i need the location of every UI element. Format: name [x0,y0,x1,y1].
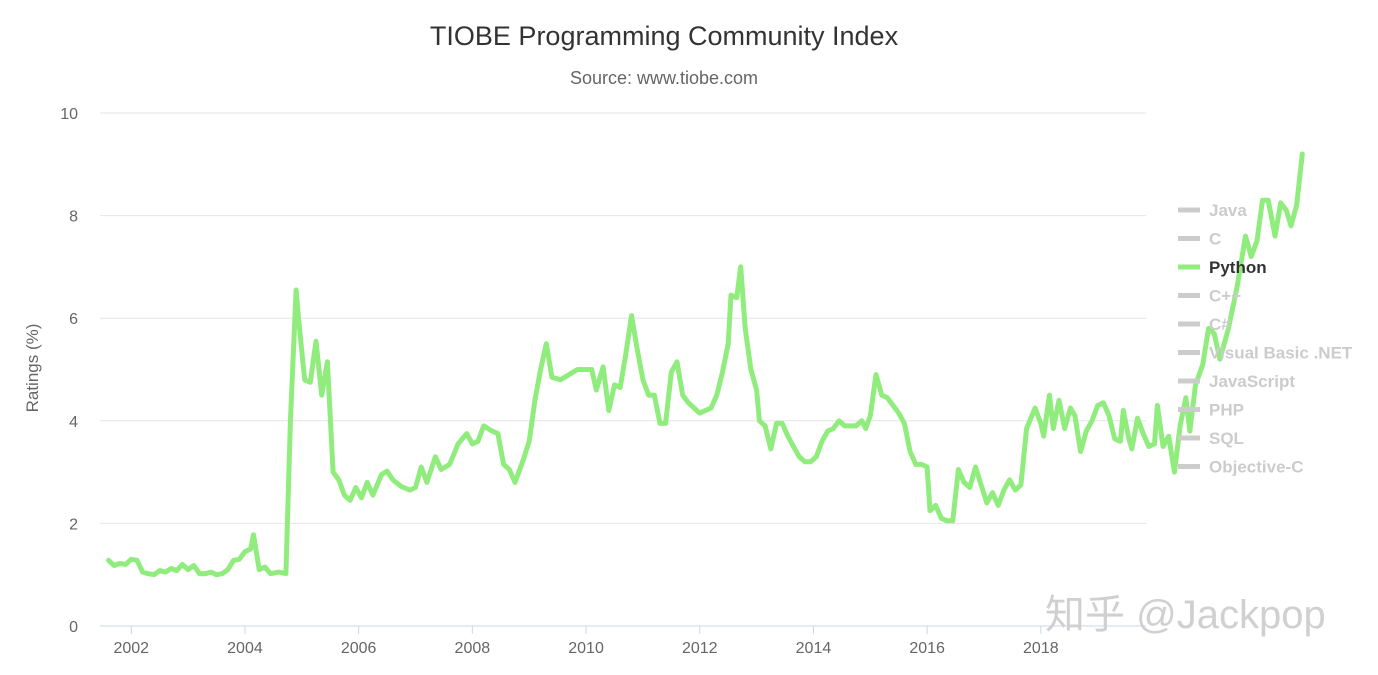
legend-item[interactable]: C++ [1178,287,1241,306]
x-tick-label: 2002 [113,640,149,657]
legend-label: Visual Basic .NET [1209,344,1353,363]
chart-title: TIOBE Programming Community Index [430,21,899,51]
grid-lines [100,112,1146,627]
legend-item[interactable]: C# [1178,315,1231,334]
chart-subtitle: Source: www.tiobe.com [570,68,758,88]
legend-label: SQL [1209,429,1244,448]
x-tick-label: 2012 [682,640,718,657]
legend-label: Java [1209,201,1247,220]
legend-label: PHP [1209,401,1244,420]
x-tick-label: 2014 [796,640,832,657]
x-tick-label: 2018 [1023,640,1059,657]
x-tick-label: 2006 [341,640,377,657]
y-tick-label: 8 [69,209,78,226]
legend: Java C Python C++ C# Visual Basic .NET JavaScr… [1178,201,1353,477]
watermark-text: 知乎 @Jackpop [1045,593,1326,637]
legend-item[interactable]: SQL [1178,429,1244,448]
legend-label: C [1209,230,1221,249]
legend-label: JavaScript [1209,372,1295,391]
x-tick-label: 2016 [909,640,945,657]
legend-label: Objective-C [1209,458,1303,477]
y-axis-ticks: 0 2 4 6 8 10 [60,106,78,636]
y-tick-label: 10 [60,106,78,123]
x-axis-ticks: 2002 2004 2006 2008 2010 2012 2014 2016 2018 [113,626,1059,657]
legend-label: C# [1209,315,1231,334]
x-tick-label: 2010 [568,640,604,657]
legend-item[interactable]: Java [1178,201,1247,220]
legend-label: Python [1209,258,1267,277]
y-axis-label: Ratings (%) [23,324,42,413]
x-tick-label: 2008 [455,640,491,657]
legend-item[interactable]: JavaScript [1178,372,1295,391]
legend-item[interactable]: PHP [1178,401,1244,420]
x-tick-label: 2004 [227,640,263,657]
legend-item[interactable]: Python [1178,258,1267,277]
series-lines [106,151,1305,578]
y-tick-label: 2 [69,516,78,533]
legend-item[interactable]: C [1178,230,1221,249]
legend-label: C++ [1209,287,1241,306]
series-line-python [106,151,1305,578]
y-tick-label: 0 [69,619,78,636]
y-tick-label: 6 [69,311,78,328]
legend-item[interactable]: Visual Basic .NET [1178,344,1353,363]
legend-item[interactable]: Objective-C [1178,458,1303,477]
y-tick-label: 4 [69,414,78,431]
